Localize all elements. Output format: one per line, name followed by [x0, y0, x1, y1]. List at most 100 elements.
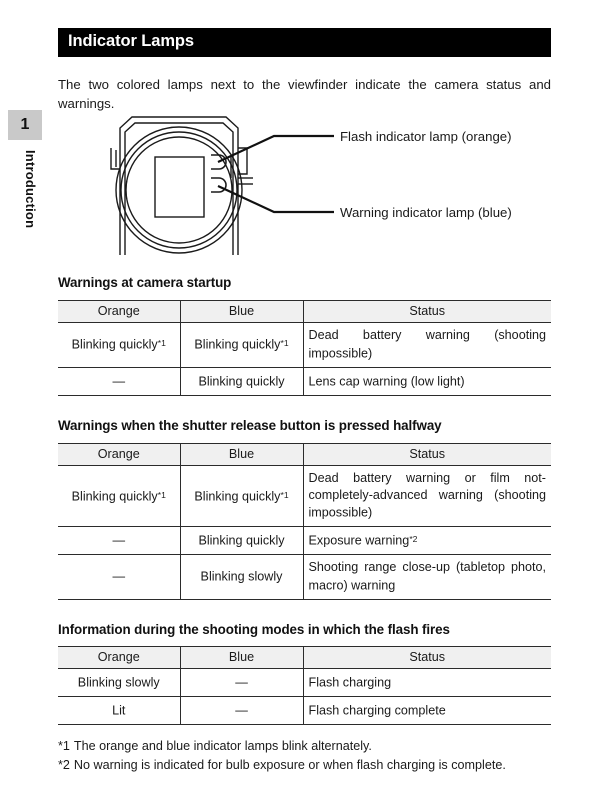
cell-orange: Blinking quickly*1	[58, 322, 180, 368]
cell-blue: Blinking quickly	[179, 367, 303, 396]
footnote-1-id: *1	[58, 739, 70, 753]
cell-orange-text: Blinking slowly	[77, 675, 160, 690]
cell-orange: Blinking slowly	[58, 668, 180, 697]
cell-blue-text: Blinking quickly	[198, 374, 285, 388]
cell-status: Flash charging	[302, 668, 551, 697]
lens-ring-outer	[115, 126, 243, 254]
column-header-orange: Orange	[58, 443, 180, 466]
footnote-marker: *2	[409, 534, 418, 544]
camera-front-diagram: Flash indicator lamp (orange) Warning in…	[110, 116, 512, 255]
table-information-flash-fires: Orange Blue Status Blinking slowly — Fla…	[58, 646, 551, 725]
table-warnings-shutter-halfway: Orange Blue Status Blinking quickly*1 Bl…	[58, 443, 551, 600]
lens-ring-inner	[125, 136, 233, 244]
cell-blue-text: —	[235, 703, 248, 718]
cell-status-text: Lens cap warning (low light)	[308, 374, 465, 388]
footnote-2: *2 No warning is indicated for bulb expos…	[58, 756, 558, 775]
table-row: Blinking quickly*1 Blinking quickly*1 De…	[58, 465, 551, 527]
footnote-1: *1 The orange and blue indicator lamps bl…	[58, 737, 558, 756]
table-header-row: Orange Blue Status	[58, 300, 551, 323]
cell-orange: —	[58, 526, 180, 555]
column-header-status: Status	[302, 646, 551, 669]
warning-lamp-leader-line	[217, 185, 334, 214]
footnote-marker: *1	[157, 338, 166, 349]
flash-indicator-lamp-shape	[211, 154, 227, 170]
table-header-row: Orange Blue Status	[58, 646, 551, 669]
footnote-2-text: No warning is indicated for bulb exposur…	[73, 758, 506, 772]
cell-blue-text: Blinking slowly	[200, 569, 283, 584]
cell-orange-text: Blinking quickly	[71, 337, 158, 352]
cell-status: Dead battery warning (shooting impossibl…	[302, 322, 551, 368]
lens-ring-middle	[120, 131, 238, 249]
camera-body-bevel	[124, 122, 234, 255]
flash-lamp-leader-line	[217, 134, 334, 163]
column-header-status: Status	[302, 300, 551, 323]
table-row: — Blinking quickly Exposure warning*2	[58, 526, 551, 555]
warning-indicator-lamp-shape	[211, 177, 227, 193]
table-header-row: Orange Blue Status	[58, 443, 551, 466]
column-header-orange: Orange	[58, 646, 180, 669]
footnote-marker: *1	[280, 489, 289, 500]
cell-blue: Blinking quickly*1	[179, 322, 303, 368]
cell-blue-text: Blinking quickly	[194, 337, 281, 352]
cell-orange-text: Blinking quickly	[71, 489, 158, 503]
warning-indicator-lamp-label: Warning indicator lamp (blue)	[340, 205, 512, 220]
table-warnings-at-camera-startup: Orange Blue Status Blinking quickly*1 Bl…	[58, 300, 551, 396]
table-row: — Blinking slowly Shooting range close-u…	[58, 554, 551, 600]
cell-status: Exposure warning*2	[302, 526, 551, 555]
table-row: Lit — Flash charging complete	[58, 696, 551, 725]
cell-blue: —	[179, 696, 303, 725]
chapter-number: 1	[8, 110, 42, 140]
column-header-blue: Blue	[179, 300, 303, 323]
cell-orange-text: Lit	[112, 703, 126, 718]
cell-orange-text: —	[112, 569, 126, 584]
camera-body-outline	[119, 116, 239, 255]
footnotes-block: *1 The orange and blue indicator lamps bl…	[58, 737, 558, 775]
intro-paragraph: The two colored lamps next to the viewfi…	[58, 77, 551, 112]
cell-blue-text: Blinking quickly	[194, 489, 281, 503]
left-grip-notch	[110, 148, 120, 170]
cell-status-text: Shooting range close-up (tabletop photo,…	[308, 560, 547, 592]
cell-status: Lens cap warning (low light)	[302, 367, 551, 396]
cell-orange: —	[58, 554, 180, 600]
cell-orange: —	[58, 367, 180, 396]
heading-warnings-at-camera-startup: Warnings at camera startup	[58, 275, 232, 290]
column-header-status: Status	[302, 443, 551, 466]
cell-orange: Lit	[58, 696, 180, 725]
table-row: Blinking slowly — Flash charging	[58, 668, 551, 697]
column-header-blue: Blue	[179, 443, 303, 466]
cell-status-text: Exposure warning	[308, 533, 410, 548]
flash-indicator-lamp-label: Flash indicator lamp (orange)	[340, 129, 512, 144]
heading-information-flash-fires: Information during the shooting modes in…	[58, 622, 450, 637]
cell-orange: Blinking quickly*1	[58, 465, 180, 527]
cell-blue-text: Blinking quickly	[198, 533, 285, 548]
cell-blue: Blinking slowly	[179, 554, 303, 600]
chapter-tab: 1 Introduction	[8, 110, 42, 228]
cell-blue: Blinking quickly	[179, 526, 303, 555]
cell-status: Flash charging complete	[302, 696, 551, 725]
footnote-2-id: *2	[58, 758, 70, 772]
table-row: Blinking quickly*1 Blinking quickly*1 De…	[58, 322, 551, 368]
cell-status: Dead battery warning or film not-complet…	[302, 465, 551, 527]
cell-status: Shooting range close-up (tabletop photo,…	[302, 554, 551, 600]
viewfinder-window	[154, 156, 205, 218]
cell-orange-text: —	[112, 374, 126, 388]
cell-status-text: Dead battery warning (shooting impossibl…	[308, 328, 547, 360]
footnote-marker: *1	[280, 338, 289, 349]
right-panel-notch	[238, 147, 248, 175]
column-header-blue: Blue	[179, 646, 303, 669]
camera-diagram-figure: Flash indicator lamp (orange) Warning in…	[98, 112, 528, 260]
cell-blue: —	[179, 668, 303, 697]
cell-status-text: Flash charging	[308, 675, 392, 690]
cell-status-text: Flash charging complete	[308, 703, 446, 718]
cell-status-text: Dead battery warning or film not-complet…	[308, 471, 547, 520]
cell-blue: Blinking quickly*1	[179, 465, 303, 527]
cell-blue-text: —	[235, 675, 248, 690]
cell-orange-text: —	[112, 533, 126, 548]
footnote-marker: *1	[157, 489, 166, 500]
heading-warnings-shutter-halfway: Warnings when the shutter release button…	[58, 418, 442, 433]
column-header-orange: Orange	[58, 300, 180, 323]
chapter-label: Introduction	[23, 150, 38, 229]
footnote-1-text: The orange and blue indicator lamps blin…	[73, 739, 372, 753]
page-title: Indicator Lamps	[68, 32, 194, 50]
table-row: — Blinking quickly Lens cap warning (low…	[58, 367, 551, 396]
